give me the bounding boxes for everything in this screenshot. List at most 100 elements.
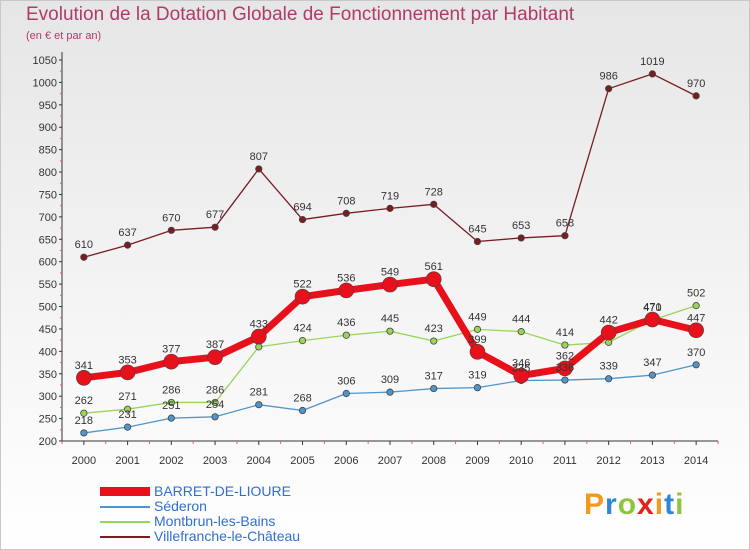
x-tick-label: 2012: [596, 455, 620, 467]
data-label: 549: [381, 267, 399, 279]
logo-letter: t: [664, 488, 676, 521]
data-point: [473, 384, 482, 392]
data-point: [561, 232, 569, 240]
logo-letter: x: [637, 488, 655, 521]
data-point: [561, 341, 569, 349]
data-point: [163, 353, 180, 370]
logo-letter: o: [617, 488, 638, 521]
data-label: 658: [556, 218, 574, 230]
x-tick-label: 2008: [421, 455, 445, 467]
legend-label-sederon: Séderon: [154, 498, 207, 514]
data-point: [386, 204, 394, 212]
y-tick-label: 1050: [33, 55, 57, 67]
data-label: 377: [162, 344, 180, 356]
x-tick-label: 2003: [203, 455, 227, 467]
logo-letter: i: [654, 488, 665, 521]
data-label: 353: [118, 354, 136, 366]
x-tick-label: 2001: [115, 455, 139, 467]
data-label: 262: [75, 395, 93, 407]
data-label: 610: [75, 239, 93, 251]
x-tick-label: 2009: [465, 455, 489, 467]
data-point: [473, 325, 482, 333]
data-label: 346: [512, 358, 530, 370]
x-tick-label: 2000: [72, 455, 96, 467]
data-point: [430, 337, 438, 345]
data-label: 436: [337, 317, 355, 329]
data-point: [250, 328, 267, 345]
data-point: [298, 215, 307, 224]
data-point: [648, 371, 657, 379]
data-point: [469, 344, 486, 360]
y-tick-label: 600: [39, 257, 57, 269]
data-label: 653: [512, 220, 530, 232]
data-label: 449: [468, 311, 486, 323]
data-label: 309: [381, 374, 399, 386]
x-tick-label: 2014: [684, 455, 708, 467]
data-point: [600, 324, 617, 341]
x-tick-label: 2011: [553, 455, 577, 467]
data-label: 414: [556, 327, 574, 339]
data-label: 286: [206, 384, 224, 396]
x-tick-label: 2002: [159, 455, 183, 467]
data-label: 502: [687, 288, 705, 300]
data-label: 433: [250, 319, 268, 331]
y-tick-label: 200: [39, 436, 57, 448]
data-point: [688, 322, 704, 339]
data-point: [119, 364, 136, 381]
data-point: [124, 405, 132, 413]
data-point: [298, 406, 307, 415]
data-point: [692, 302, 700, 310]
data-point: [298, 336, 307, 345]
data-label: 645: [468, 224, 486, 236]
legend-swatch-barret: [100, 487, 150, 496]
data-point: [207, 349, 223, 365]
legend-swatch-montbrun: [100, 521, 150, 523]
data-label: 471: [643, 302, 661, 314]
data-point: [648, 70, 657, 78]
data-label: 561: [425, 261, 443, 273]
data-point: [255, 165, 263, 173]
data-point: [211, 413, 219, 421]
data-point: [692, 92, 700, 100]
y-tick-label: 250: [39, 414, 57, 426]
data-label: 522: [293, 279, 311, 291]
legend-label-barret: BARRET-DE-LIOURE: [154, 483, 291, 499]
data-point: [513, 367, 530, 384]
y-tick-label: 900: [39, 122, 57, 134]
data-point: [517, 328, 525, 336]
data-point: [430, 200, 438, 208]
chart-subtitle: (en € et par an): [26, 30, 102, 42]
data-label: 271: [118, 391, 136, 403]
logo-letter: r: [605, 488, 618, 521]
data-label: 970: [687, 78, 705, 90]
data-label: 387: [206, 339, 224, 351]
legend-label-villefranche: Villefranche-le-Château: [154, 528, 301, 544]
data-point: [382, 276, 398, 293]
data-label: 306: [337, 375, 355, 387]
data-label: 251: [162, 400, 180, 412]
data-label: 445: [381, 313, 399, 325]
data-point: [80, 253, 88, 261]
x-tick-label: 2007: [378, 455, 402, 467]
data-point: [430, 384, 438, 393]
data-point: [294, 288, 311, 305]
data-label: 447: [687, 312, 705, 324]
data-point: [80, 409, 88, 417]
data-label: 254: [206, 399, 224, 411]
data-label: 347: [643, 357, 661, 369]
data-point: [644, 311, 661, 328]
data-label: 728: [425, 186, 443, 198]
y-tick-label: 500: [39, 302, 57, 314]
logo-letter: P: [584, 488, 606, 521]
data-label: 1019: [640, 56, 664, 68]
data-label: 317: [425, 371, 443, 383]
data-label: 442: [599, 315, 617, 327]
legend-swatch-villefranche: [100, 536, 150, 538]
data-label: 336: [556, 362, 574, 374]
data-label: 424: [293, 323, 311, 335]
data-point: [342, 389, 350, 398]
data-label: 281: [250, 387, 268, 399]
data-label: 341: [75, 360, 93, 372]
